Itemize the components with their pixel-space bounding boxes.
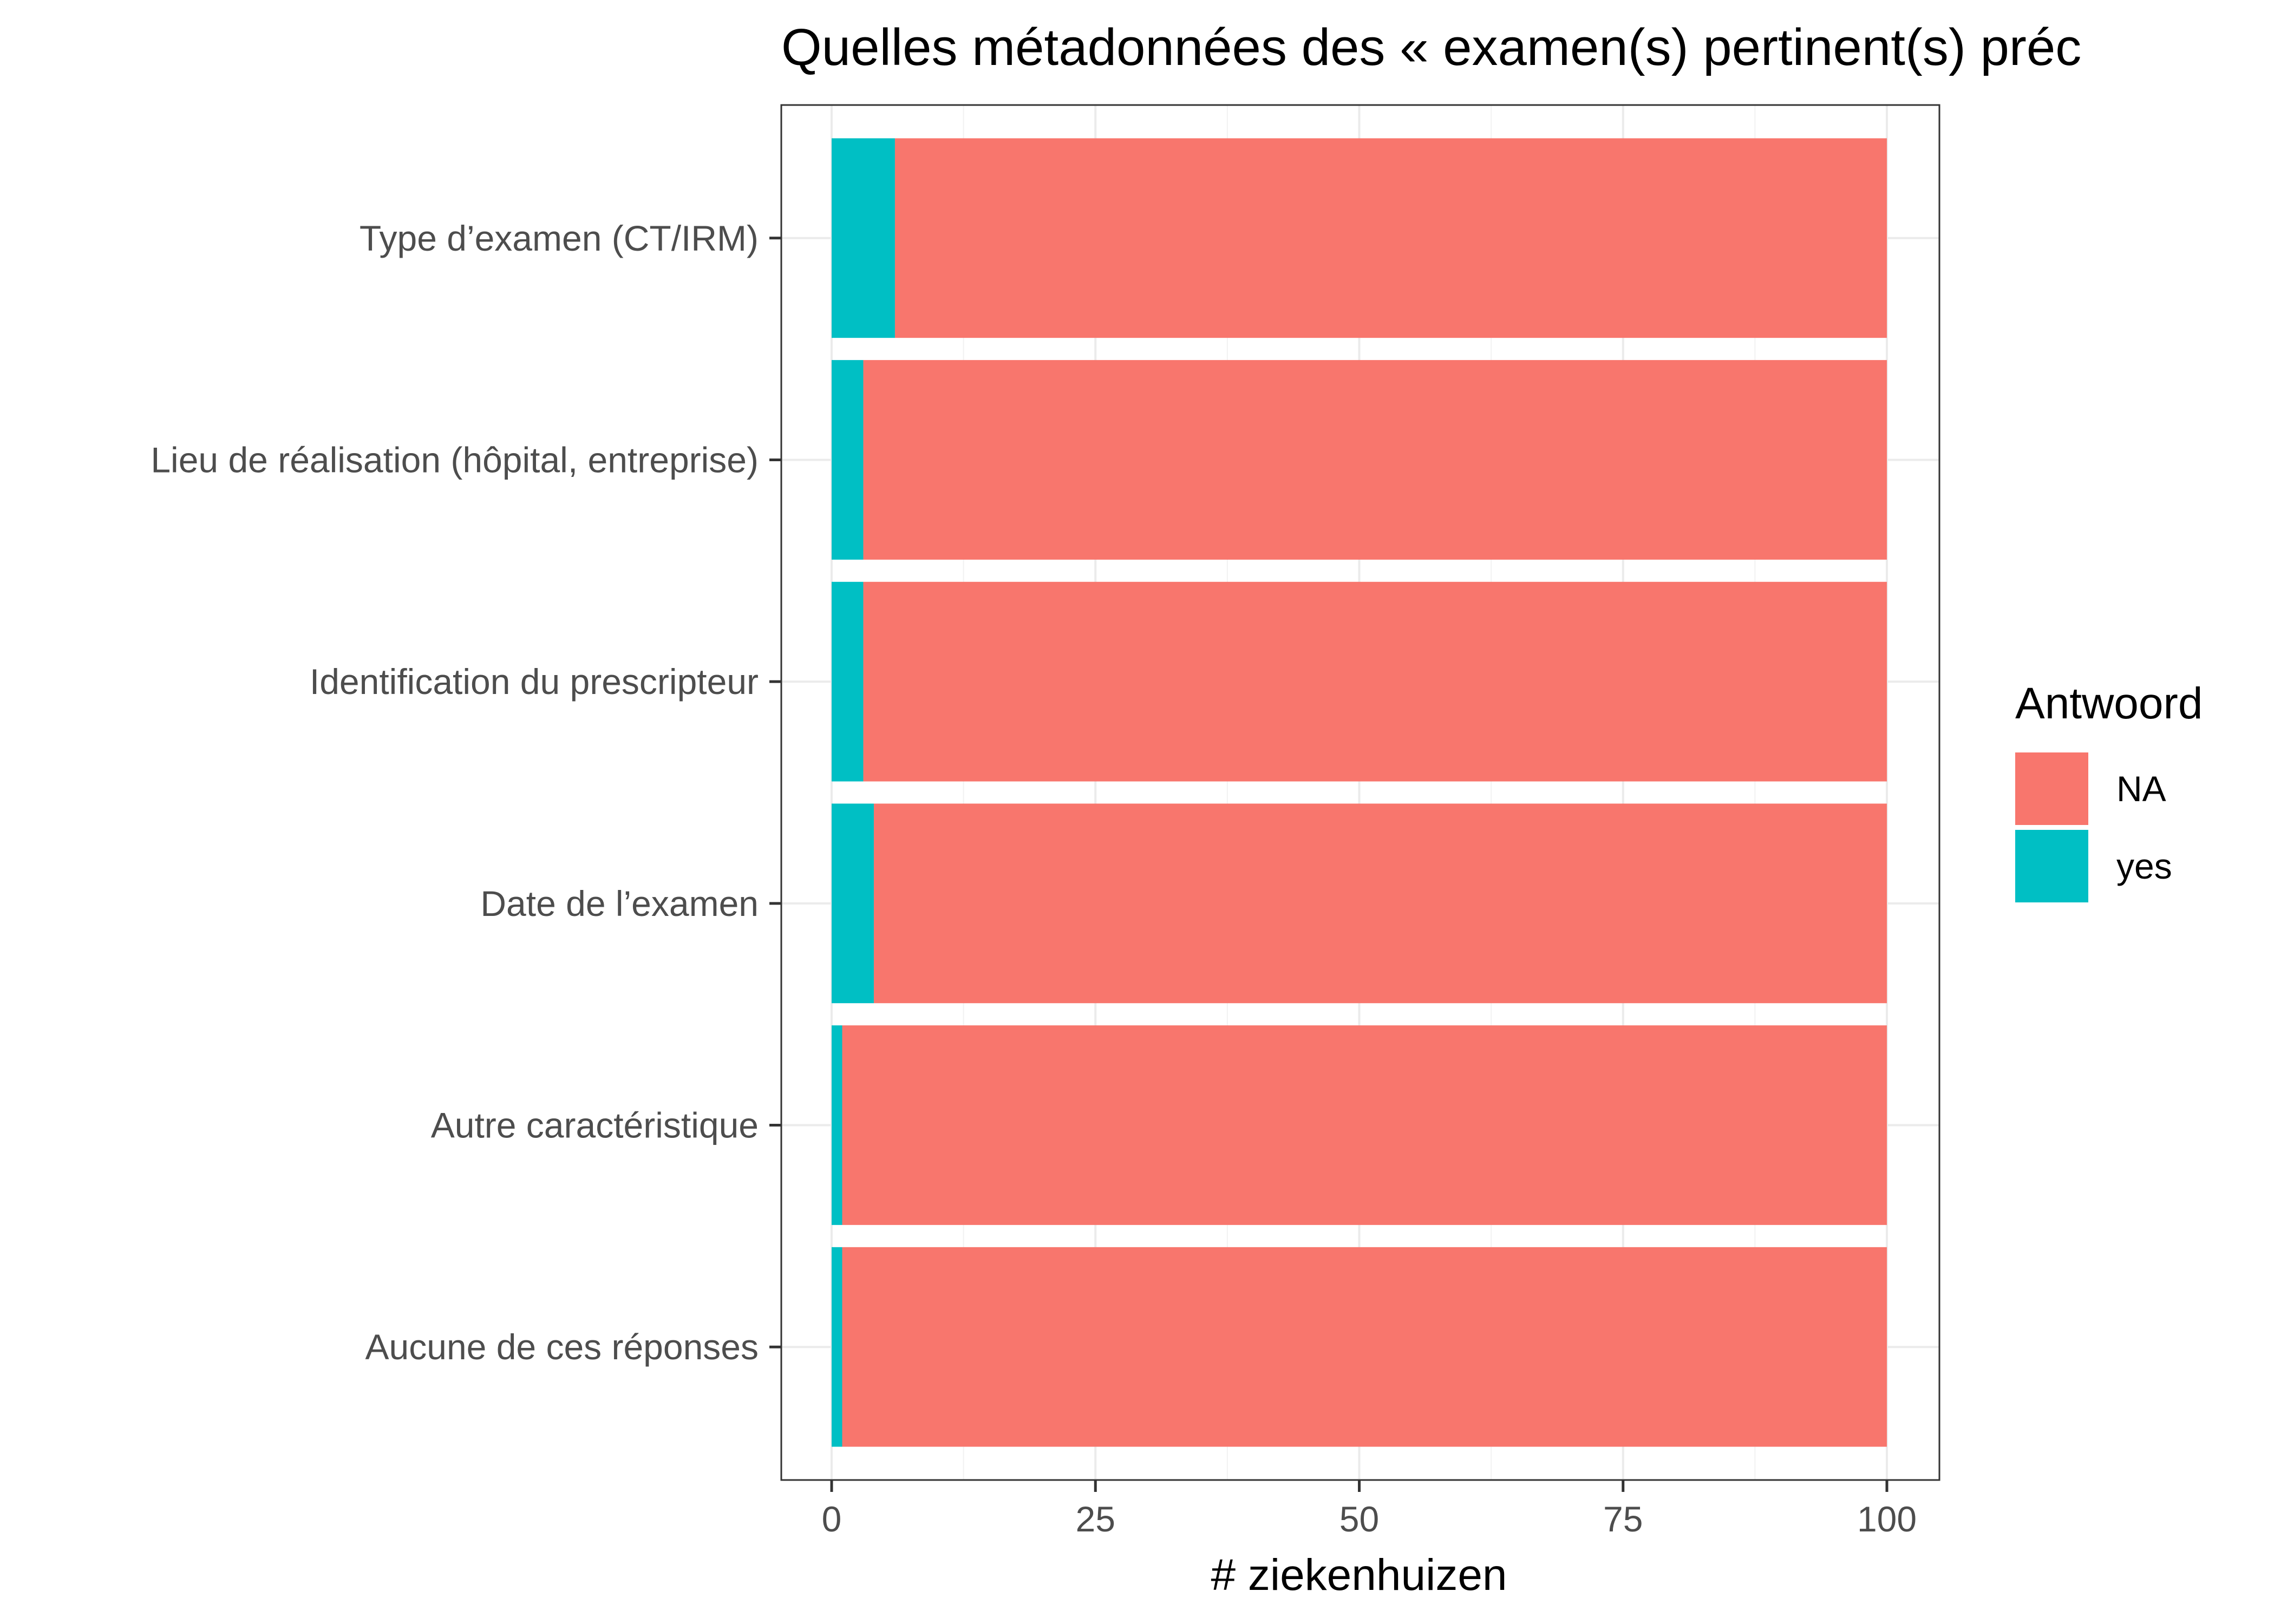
legend-key-yes <box>2015 830 2088 902</box>
bar-segment-yes <box>832 1025 842 1225</box>
y-tick-label: Lieu de réalisation (hôpital, entreprise… <box>151 440 759 480</box>
legend-title: Antwoord <box>2015 679 2203 728</box>
bar-segment-na <box>894 138 1887 338</box>
x-tick-label: 50 <box>1339 1499 1379 1539</box>
y-tick-label: Autre caractéristique <box>431 1105 759 1145</box>
bar-segment-na <box>863 581 1887 782</box>
legend-label-na: NA <box>2116 769 2166 809</box>
bar-segment-yes <box>832 803 874 1004</box>
y-tick-label: Date de l’examen <box>480 883 759 924</box>
x-tick-label: 0 <box>822 1499 842 1539</box>
y-tick-label: Identification du prescripteur <box>310 662 759 702</box>
x-axis: 0 25 50 75 100 <box>822 1480 1917 1539</box>
legend-key-na <box>2015 752 2088 825</box>
y-tick-label: Type d’examen (CT/IRM) <box>360 218 759 258</box>
y-tick-label: Aucune de ces réponses <box>365 1327 759 1367</box>
bar-segment-na <box>842 1247 1887 1447</box>
bar-segment-na <box>863 360 1887 560</box>
bar-segment-yes <box>832 581 864 782</box>
bars <box>832 138 1887 1447</box>
x-tick-label: 25 <box>1076 1499 1115 1539</box>
bar-segment-yes <box>832 360 864 560</box>
x-axis-title: # ziekenhuizen <box>1211 1550 1507 1600</box>
bar-segment-yes <box>832 138 895 338</box>
legend-label-yes: yes <box>2116 846 2172 886</box>
y-axis: Type d’examen (CT/IRM) Lieu de réalisatio… <box>151 218 781 1367</box>
bar-segment-na <box>842 1025 1887 1225</box>
legend: Antwoord NA yes <box>2015 679 2203 902</box>
bar-segment-na <box>873 803 1887 1004</box>
x-tick-label: 100 <box>1857 1499 1917 1539</box>
bar-segment-yes <box>832 1247 842 1447</box>
chart-title: Quelles métadonnées des « examen(s) pert… <box>781 18 2081 76</box>
x-tick-label: 75 <box>1603 1499 1643 1539</box>
